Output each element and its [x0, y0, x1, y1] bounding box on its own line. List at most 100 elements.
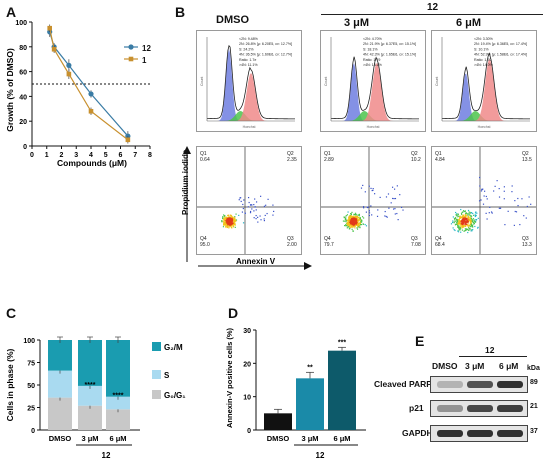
scatter-point: [376, 215, 379, 217]
scatter-point: [471, 220, 473, 222]
scatter-point: [222, 216, 224, 218]
scatter-point: [466, 224, 469, 226]
scatter-point: [355, 216, 357, 219]
a-point-12: [88, 91, 94, 97]
scatter-point: [348, 218, 350, 220]
scatter-point: [496, 180, 498, 182]
scatter-point: [385, 215, 387, 218]
scatter-point: [461, 223, 463, 225]
scatter-point: [393, 197, 395, 200]
hist-xlabel: Hoechst: [478, 125, 491, 129]
scatter-point: [394, 197, 397, 200]
scatter-point: [259, 215, 261, 217]
scatter-point: [460, 217, 463, 219]
d-category-label: 6 μM: [333, 434, 350, 443]
scatter-point: [459, 217, 461, 219]
scatter-point: [362, 184, 364, 187]
blot-strip: [430, 400, 528, 417]
scatter-point: [474, 214, 476, 216]
scatter-point: [355, 215, 358, 218]
scatter-point: [463, 217, 465, 219]
scatter-point: [457, 222, 459, 225]
scatter-point: [474, 225, 476, 228]
scatter-point: [260, 219, 262, 221]
scatter-point: [470, 230, 472, 232]
scatter-point: [230, 216, 232, 219]
panel-c-ylabel: Cells in phase (%): [5, 348, 15, 421]
scatter-point: [457, 225, 459, 227]
scatter-point: [467, 216, 469, 219]
a-point-12: [125, 133, 131, 139]
a-ytick-label: 0: [23, 144, 27, 151]
quadrant-label: Q3: [411, 236, 418, 242]
scatter-point: [394, 213, 396, 215]
scatter-point: [250, 204, 252, 206]
scatter-point: [234, 219, 236, 221]
scatter-point: [345, 221, 347, 223]
scatter-point: [233, 219, 235, 222]
scatter-point: [240, 197, 242, 199]
scatter-point: [234, 224, 236, 226]
scatter-point: [351, 222, 353, 224]
scatter-point: [473, 221, 476, 223]
group-label-b: 12: [427, 2, 439, 13]
scatter-point: [463, 219, 465, 221]
quadrant-value: 95.0: [200, 242, 210, 248]
scatter-point: [463, 230, 465, 232]
histogram-outline: [206, 44, 296, 120]
scatter-point: [350, 222, 352, 224]
scatter-point: [353, 222, 355, 224]
scatter-point: [355, 220, 358, 223]
scatter-point: [352, 224, 354, 226]
scatter-point: [226, 218, 228, 220]
scatter-point: [465, 213, 467, 215]
scatter-point: [385, 196, 388, 198]
panel-d-label: D: [228, 305, 239, 321]
quadrant-value: 10.2: [411, 157, 421, 163]
scatter-point: [469, 219, 471, 221]
scatter-point: [465, 229, 467, 231]
scatter-point: [357, 219, 359, 221]
scatter-point: [469, 211, 471, 214]
scatter-point: [396, 185, 398, 187]
panel-a-chart: Growth (% of DMSO) Compounds (μM) 020406…: [5, 20, 152, 168]
scatter-point: [222, 214, 225, 216]
scatter-point: [348, 224, 351, 226]
scatter-point: [348, 219, 350, 221]
c-category-label: 6 μM: [109, 434, 126, 443]
blot-label: Cleaved PARP-1: [374, 379, 440, 389]
scatter-point: [223, 217, 225, 220]
scatter-point: [233, 217, 235, 219]
scatter-point: [463, 216, 466, 218]
scatter-point: [526, 205, 528, 208]
scatter-point: [475, 211, 477, 213]
scatter-point: [222, 220, 224, 222]
quadrant-value: 2.89: [324, 157, 334, 163]
scatter-point: [463, 223, 466, 225]
cell-cycle-histogram: Count Hoechst <2N: 3.30% 2N: 19.4% [μ: 6.36…: [431, 30, 537, 132]
scatter-point: [523, 215, 525, 217]
cell-cycle-histogram: Count Hoechst <2N: 4.70% 2N: 21.9% [μ: 6.37…: [320, 30, 426, 132]
scatter-point: [360, 187, 363, 189]
scatter-point: [352, 218, 355, 220]
scatter-point: [354, 224, 357, 227]
scatter-point: [228, 226, 230, 228]
scatter-point: [229, 214, 231, 216]
scatter-point: [231, 220, 233, 222]
scatter-point: [255, 218, 257, 220]
a-ytick-label: 80: [19, 45, 27, 52]
scatter-point: [392, 208, 395, 210]
scatter-point: [228, 220, 230, 222]
scatter-point: [362, 223, 365, 225]
scatter-point: [365, 211, 367, 213]
scatter-point: [473, 222, 476, 225]
scatter-point: [352, 217, 354, 219]
scatter-point: [350, 213, 352, 215]
scatter-point: [344, 220, 346, 222]
scatter-point: [347, 211, 349, 213]
scatter-point: [232, 216, 234, 218]
scatter-point: [360, 219, 362, 221]
scatter-point: [462, 218, 465, 220]
scatter-point: [260, 195, 262, 197]
hist-ylabel: Count: [435, 77, 439, 86]
